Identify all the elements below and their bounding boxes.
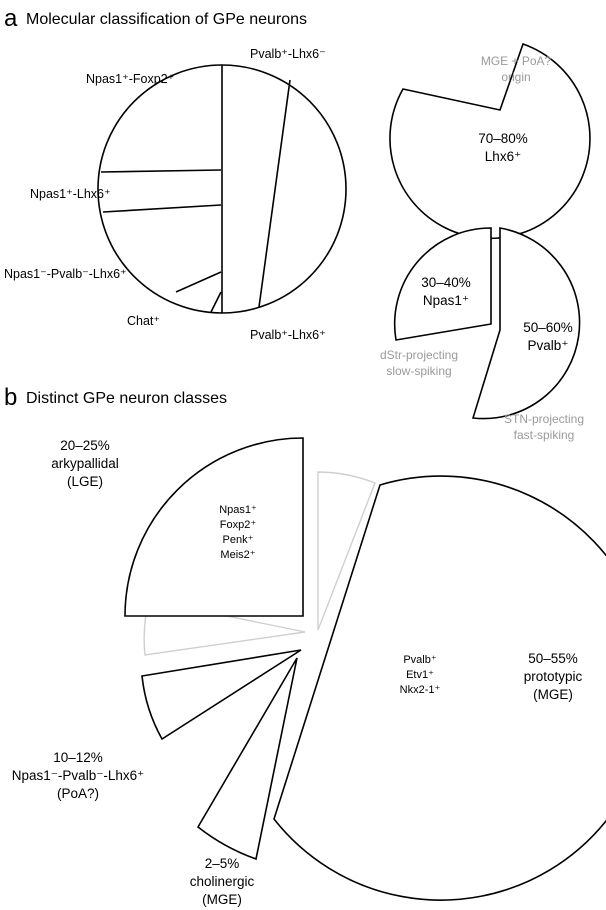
label-npas1-foxp2: Npas1⁺-Foxp2⁺ — [86, 72, 174, 86]
chol-pct: 2–5% — [205, 856, 240, 871]
lhx6-origin-line2: origin — [501, 70, 530, 84]
label-npas1-lhx6: Npas1⁺-Lhx6⁺ — [30, 187, 111, 201]
npas1neg-wedge — [141, 649, 302, 741]
molecular-pie-chart — [97, 64, 347, 314]
chol-origin: (MGE) — [202, 892, 242, 907]
npas1neg-name: Npas1⁻-Pvalb⁻-Lhx6⁺ — [12, 768, 144, 783]
arkypallidal-wedge — [124, 437, 304, 617]
arky-name: arkypallidal — [51, 456, 119, 471]
label-pvalb-lhx6: Pvalb⁺-Lhx6⁺ — [250, 328, 326, 342]
arky-marker-4: Meis2⁺ — [220, 549, 255, 561]
arky-marker-1: Npas1⁺ — [219, 504, 257, 516]
prototypic-wedge — [273, 475, 606, 901]
lhx6-pct: 70–80% — [478, 131, 528, 146]
arky-marker-3: Penk⁺ — [223, 534, 254, 546]
label-pvalb-lhx6-neg: Pvalb⁺-Lhx6⁻ — [250, 47, 326, 61]
chol-name: cholinergic — [190, 874, 255, 889]
dstr-line1: dStr-projecting — [380, 348, 458, 362]
arky-marker-2: Foxp2⁺ — [220, 519, 257, 531]
label-chat: Chat⁺ — [127, 314, 160, 328]
npas1-name: Npas1⁺ — [423, 293, 469, 308]
proto-marker-1: Pvalb⁺ — [403, 654, 437, 666]
pvalb-pct: 50–60% — [523, 320, 573, 335]
cholinergic-wedge — [196, 657, 298, 861]
pie-divider-4 — [210, 291, 222, 313]
npas1-pct: 30–40% — [421, 275, 471, 290]
pie-divider-3 — [175, 271, 222, 293]
label-npas1-neg-pvalb-neg-lhx6: Npas1⁻-Pvalb⁻-Lhx6⁺ — [4, 267, 127, 281]
lhx6-pacman — [389, 42, 591, 240]
npas1neg-pct: 10–12% — [53, 750, 103, 765]
pvalb-segment — [471, 227, 581, 420]
proto-name: prototypic — [524, 669, 583, 684]
arky-origin: (LGE) — [67, 474, 103, 489]
proto-origin: (MGE) — [533, 687, 573, 702]
arky-pct: 20–25% — [60, 438, 110, 453]
npas1neg-origin: (PoA?) — [57, 786, 99, 801]
panel-a-letter: a — [4, 5, 18, 32]
panel-b-letter: b — [4, 384, 17, 411]
pie-divider-diagonal — [258, 79, 291, 308]
stn-line1: STN-projecting — [504, 412, 584, 426]
panel-b-title: Distinct GPe neuron classes — [26, 390, 227, 407]
ghost-wedge-top — [317, 471, 376, 631]
dstr-line2: slow-spiking — [386, 364, 451, 378]
lhx6-origin-line1: MGE + PoA? — [481, 54, 552, 68]
exploded-pie-chart — [124, 437, 606, 901]
lhx6-name: Lhx6⁺ — [485, 149, 521, 164]
panel-a-title: Molecular classification of GPe neurons — [26, 11, 307, 28]
npas1-segment — [393, 227, 492, 341]
pie-divider-2 — [102, 204, 222, 213]
proto-pct: 50–55% — [528, 651, 578, 666]
proto-marker-2: Etv1⁺ — [406, 669, 434, 681]
pie-divider-1 — [100, 169, 222, 173]
pvalb-name: Pvalb⁺ — [528, 338, 569, 353]
stn-line2: fast-spiking — [514, 428, 575, 442]
proto-marker-3: Nkx2-1⁺ — [400, 684, 441, 696]
